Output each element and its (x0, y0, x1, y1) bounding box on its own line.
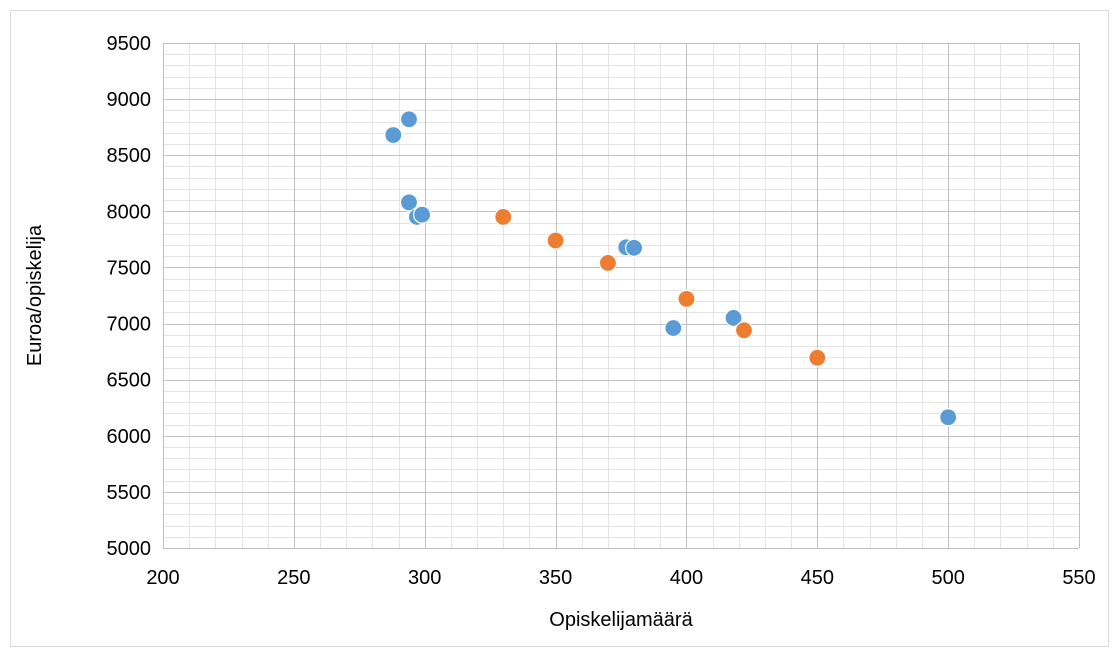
data-point (724, 308, 743, 328)
data-point (677, 289, 696, 308)
y-tick-label: 8000 (107, 201, 152, 223)
x-tick-label: 450 (801, 567, 834, 589)
y-tick-label: 5500 (107, 482, 152, 504)
data-point (808, 348, 827, 367)
x-tick-label: 200 (146, 567, 179, 589)
y-tick-label: 9000 (107, 89, 152, 111)
y-axis-title: Euroa/opiskelija (24, 224, 46, 366)
data-points (384, 110, 958, 427)
data-point (546, 231, 565, 250)
y-tick-label: 5000 (107, 538, 152, 560)
scatter-chart: 200 250 300 350 400 450 500 550 5000 5500 6000 650… (24, 33, 1096, 631)
data-point (399, 110, 419, 129)
x-tick-label: 300 (408, 567, 441, 589)
y-tick-label: 8500 (107, 145, 152, 167)
data-point (664, 318, 683, 338)
y-tick-label: 6500 (107, 370, 152, 392)
data-point (412, 205, 432, 224)
y-tick-label: 7500 (107, 257, 152, 279)
x-tick-label: 250 (277, 567, 310, 589)
x-axis-title: Opiskelijamäärä (549, 609, 693, 631)
y-axis-ticks: 5000 5500 6000 6500 7000 7500 8000 8500 9000 9500 (107, 33, 152, 560)
x-tick-label: 400 (670, 567, 703, 589)
data-point (399, 193, 419, 212)
data-point (939, 408, 958, 427)
data-point (494, 207, 513, 227)
x-tick-label: 550 (1062, 567, 1095, 589)
data-point (624, 238, 644, 257)
data-point (734, 321, 754, 340)
x-axis-ticks: 200 250 300 350 400 450 500 550 (146, 567, 1095, 589)
chart-frame: 200 250 300 350 400 450 500 550 5000 5500 6000 650… (10, 10, 1109, 647)
y-tick-label: 6000 (107, 426, 152, 448)
minor-gridlines (163, 43, 1079, 548)
data-point (598, 253, 618, 273)
y-tick-label: 9500 (107, 33, 152, 55)
major-gridlines (163, 43, 1080, 549)
y-tick-label: 7000 (107, 314, 152, 336)
x-tick-label: 350 (539, 567, 572, 589)
x-tick-label: 500 (931, 567, 964, 589)
data-point (384, 125, 403, 145)
